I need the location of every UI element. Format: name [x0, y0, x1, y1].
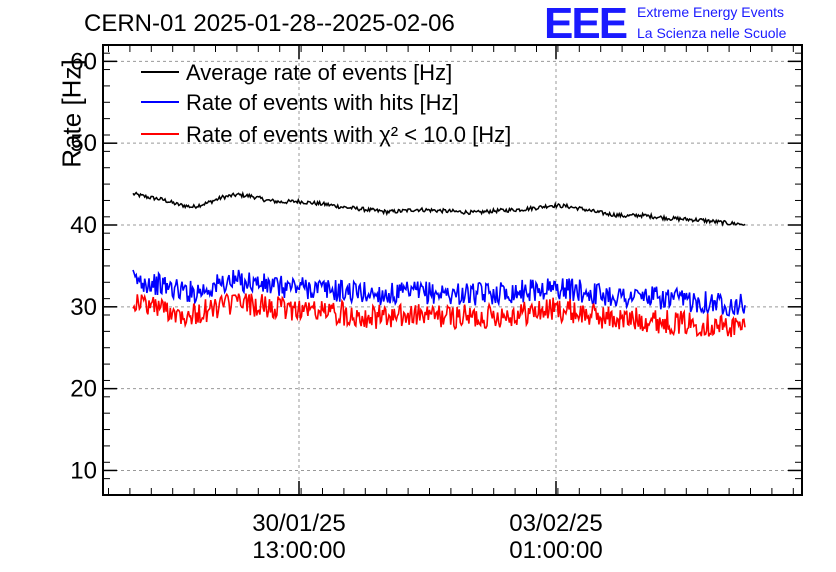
y-tick-label: 10	[70, 457, 97, 484]
y-tick-label: 20	[70, 376, 97, 403]
x-tick-label-date: 30/01/25	[252, 510, 345, 537]
legend-label-1: Average rate of events [Hz]	[186, 60, 452, 85]
logo-line-1: Extreme Energy Events	[637, 4, 785, 20]
plot-frame	[102, 44, 803, 496]
logo-line-2: La Scienza nelle Scuole	[637, 25, 787, 41]
y-tick-label: 40	[70, 212, 97, 239]
series-line-3	[132, 292, 746, 338]
x-tick-label-time: 13:00:00	[252, 537, 345, 564]
eee-logo: EEE	[544, 0, 628, 48]
y-tick-label: 50	[70, 130, 97, 157]
y-axis-label: Rate [Hz]	[56, 59, 87, 168]
y-tick-label: 60	[70, 48, 97, 75]
y-tick-label: 30	[70, 294, 97, 321]
legend-label-3: Rate of events with χ² < 10.0 [Hz]	[186, 122, 511, 147]
series-line-2	[132, 269, 746, 317]
legend-label-2: Rate of events with hits [Hz]	[186, 90, 459, 115]
chart-title: CERN-01 2025-01-28--2025-02-06	[84, 10, 455, 37]
x-tick-label-time: 01:00:00	[509, 537, 602, 564]
series-line-1	[132, 190, 746, 227]
x-tick-label-date: 03/02/25	[509, 510, 602, 537]
